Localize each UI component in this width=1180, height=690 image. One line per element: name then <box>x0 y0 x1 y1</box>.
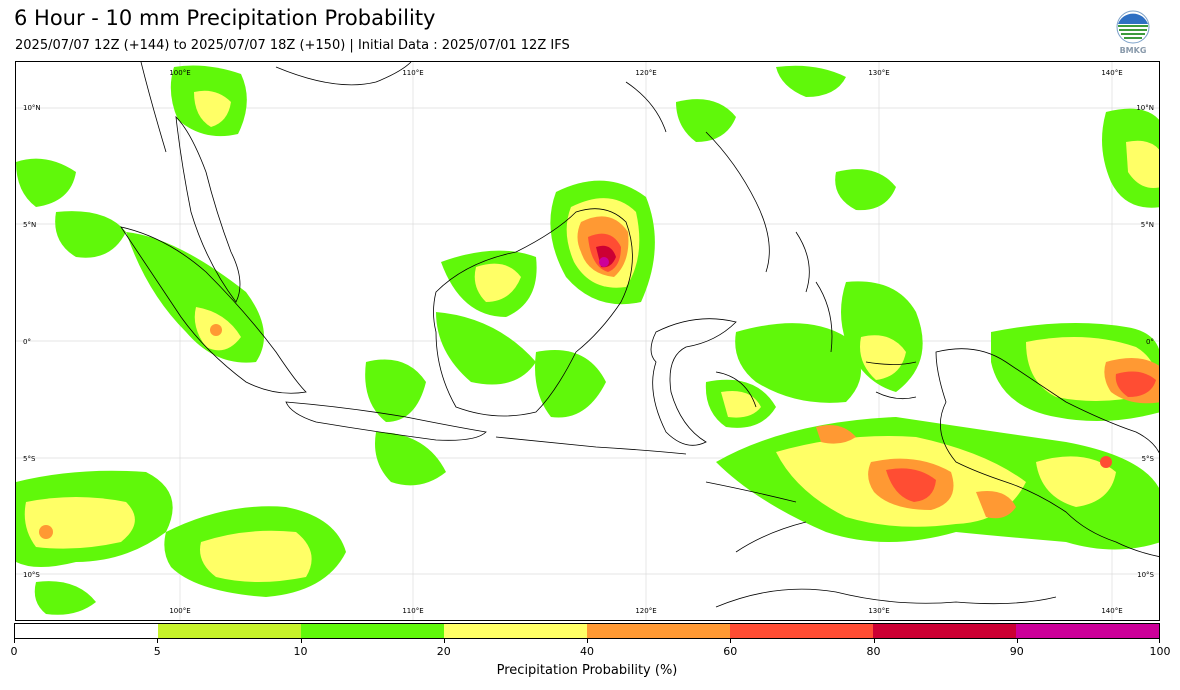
colorbar-tick <box>14 639 15 643</box>
lat-label-left: 5°S <box>23 455 36 463</box>
lat-label-left: 10°S <box>23 571 40 579</box>
lat-label-left: 5°N <box>23 221 36 229</box>
colorbar-tick-label: 5 <box>153 645 161 658</box>
colorbar-tick-label: 100 <box>1149 645 1171 658</box>
lon-label-bottom: 100°E <box>169 607 190 615</box>
colorbar-tick-label: 90 <box>1009 645 1024 658</box>
colorbar-segment <box>444 624 587 638</box>
colorbar-tick <box>1159 639 1160 643</box>
bmkg-logo: BMKG <box>1114 10 1152 56</box>
colorbar-segment <box>158 624 301 638</box>
colorbar-tick <box>443 639 445 643</box>
colorbar-tick-label: 10 <box>293 645 308 658</box>
lon-label-bottom: 120°E <box>635 607 656 615</box>
lat-label-right: 10°N <box>1136 104 1154 112</box>
lon-label-bottom: 140°E <box>1101 607 1122 615</box>
lon-label-top: 140°E <box>1101 69 1122 77</box>
colorbar-segment <box>301 624 444 638</box>
colorbar-tick-label: 20 <box>436 645 451 658</box>
lon-labels: 100°E 110°E 120°E 130°E 140°E 100°E 110°… <box>169 69 1122 615</box>
map-title: 6 Hour - 10 mm Precipitation Probability <box>14 6 436 30</box>
colorbar-tick <box>873 639 875 643</box>
map-subtitle: 2025/07/07 12Z (+144) to 2025/07/07 18Z … <box>15 38 570 53</box>
precipitation-field <box>16 65 1159 615</box>
lon-label-bottom: 130°E <box>868 607 889 615</box>
colorbar-tick-label: 60 <box>723 645 738 658</box>
colorbar-segment <box>873 624 1016 638</box>
lon-label-bottom: 110°E <box>402 607 423 615</box>
colorbar-tick <box>300 639 302 643</box>
lon-label-top: 130°E <box>868 69 889 77</box>
colorbar-title: Precipitation Probability (%) <box>496 663 678 678</box>
colorbar-tick <box>730 639 732 643</box>
lat-label-right: 5°N <box>1141 221 1154 229</box>
colorbar-tick-label: 0 <box>10 645 18 658</box>
colorbar <box>14 623 1160 639</box>
lon-label-top: 100°E <box>169 69 190 77</box>
colorbar-segment <box>1016 624 1159 638</box>
colorbar-segment <box>15 624 158 638</box>
colorbar-segment <box>730 624 873 638</box>
colorbar-tick <box>157 639 159 643</box>
lat-label-left: 10°N <box>23 104 41 112</box>
lon-label-top: 120°E <box>635 69 656 77</box>
colorbar-tick <box>587 639 588 643</box>
colorbar-segment <box>587 624 730 638</box>
precipitation-map: 10°N 5°N 0° 5°S 10°S 10°N 5°N 0° 5°S 10°… <box>15 61 1160 621</box>
logo-text: BMKG <box>1120 46 1147 55</box>
lat-labels: 10°N 5°N 0° 5°S 10°S 10°N 5°N 0° 5°S 10°… <box>23 104 1155 579</box>
lat-label-right: 0° <box>1146 338 1154 346</box>
colorbar-tick-label: 40 <box>580 645 594 658</box>
colorbar-tick-label: 80 <box>866 645 881 658</box>
lat-label-right: 10°S <box>1137 571 1154 579</box>
lat-label-left: 0° <box>23 338 31 346</box>
coastlines <box>120 62 1159 608</box>
lon-label-top: 110°E <box>402 69 423 77</box>
colorbar-tick <box>1016 639 1018 643</box>
lat-label-right: 5°S <box>1142 455 1155 463</box>
